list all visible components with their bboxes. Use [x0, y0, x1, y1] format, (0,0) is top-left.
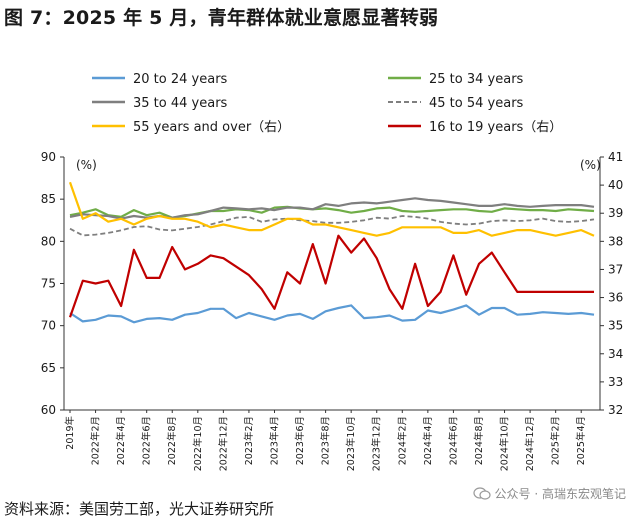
- left-tick-label: 80: [41, 234, 56, 248]
- x-tick-label: 2022年8月: [166, 416, 178, 465]
- source-note: 资料来源：美国劳工部，光大证券研究所: [4, 500, 275, 518]
- x-tick-label: 2023年6月: [294, 416, 306, 465]
- left-tick-label: 75: [41, 277, 56, 291]
- right-tick-label: 41: [608, 150, 623, 164]
- chart-series: [68, 181, 595, 324]
- x-tick-label: 2022年12月: [217, 416, 229, 471]
- right-tick-label: 37: [608, 262, 623, 276]
- x-tick-label: 2023年4月: [268, 416, 280, 465]
- x-tick-label: 2024年12月: [524, 416, 536, 471]
- chart-axes: 60 65 70 75 80 85 90 32 33 34 35 36 37 38 39 40 41 (%) (%)…: [41, 150, 624, 471]
- x-tick-label: 2023年12月: [371, 416, 383, 471]
- right-tick-label: 34: [608, 347, 623, 361]
- left-tick-label: 60: [41, 403, 56, 417]
- wechat-icon: [472, 487, 491, 500]
- series-line-3: [69, 215, 595, 237]
- legend-label-5: 16 to 19 years（右）: [429, 120, 562, 135]
- chart-legend: 20 to 24 years 25 to 34 years 35 to 44 yea…: [92, 72, 562, 135]
- x-tick-label: 2022年10月: [192, 416, 204, 471]
- series-line-1: [69, 205, 595, 219]
- x-tick-label: 2023年10月: [345, 416, 357, 471]
- x-tick-label: 2024年2月: [396, 416, 408, 465]
- x-tick-label: 2023年8月: [320, 416, 332, 465]
- right-tick-label: 33: [608, 375, 623, 389]
- x-tick-label: 2022年2月: [90, 416, 102, 465]
- right-axis-unit: (%): [580, 158, 601, 172]
- left-tick-label: 65: [41, 361, 56, 375]
- legend-label-0: 20 to 24 years: [133, 72, 228, 87]
- x-tick-label: 2023年2月: [243, 416, 255, 465]
- series-line-5: [68, 234, 594, 318]
- legend-label-2: 35 to 44 years: [133, 96, 228, 111]
- legend-label-1: 25 to 34 years: [429, 72, 524, 87]
- watermark: 公众号 · 高瑞东宏观笔记: [472, 485, 626, 502]
- x-tick-label: 2024年10月: [499, 416, 511, 471]
- x-tick-label: 2024年8月: [473, 416, 485, 465]
- x-tick-label: 2022年4月: [115, 416, 127, 465]
- x-tick-label: 2025年4月: [575, 416, 587, 465]
- right-tick-label: 39: [608, 206, 623, 220]
- legend-label-4: 55 years and over（右）: [133, 120, 290, 135]
- right-tick-label: 35: [608, 319, 623, 333]
- legend-label-3: 45 to 54 years: [429, 96, 524, 111]
- left-tick-label: 70: [41, 319, 56, 333]
- page-title: 图 7：2025 年 5 月，青年群体就业意愿显著转弱: [4, 7, 439, 29]
- x-tick-label: 2025年2月: [550, 416, 562, 465]
- right-tick-label: 36: [608, 291, 623, 305]
- left-axis-unit: (%): [76, 158, 97, 172]
- left-tick-label: 90: [41, 150, 56, 164]
- x-tick-label: 2019年: [64, 416, 76, 450]
- watermark-text: 公众号 · 高瑞东宏观笔记: [494, 487, 626, 501]
- x-tick-label: 2022年6月: [141, 416, 153, 465]
- x-tick-label: 2024年6月: [447, 416, 459, 465]
- x-tick-label: 2024年4月: [422, 416, 434, 465]
- series-line-0: [69, 304, 595, 324]
- series-line-4: [68, 181, 595, 237]
- right-tick-label: 32: [608, 403, 623, 417]
- right-tick-label: 40: [608, 178, 623, 192]
- left-tick-label: 85: [41, 192, 56, 206]
- right-tick-label: 38: [608, 234, 623, 248]
